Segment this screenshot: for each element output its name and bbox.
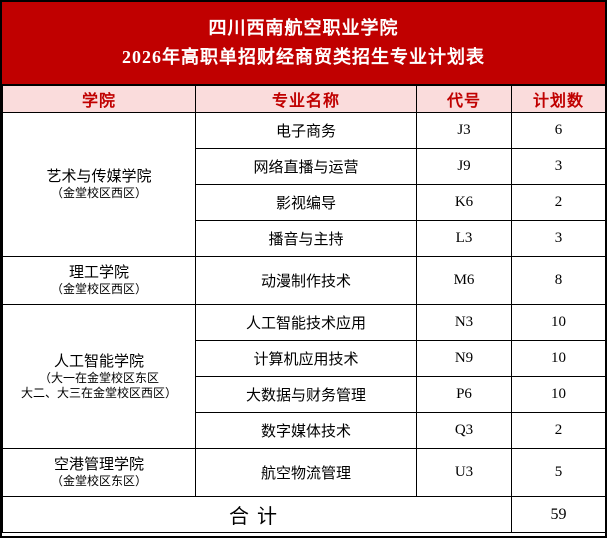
code-cell: M6	[416, 256, 512, 305]
school-name: 四川西南航空职业学院	[208, 18, 399, 38]
col-header-major: 专业名称	[195, 85, 417, 113]
code-cell: J3	[416, 112, 512, 149]
plan-cell: 10	[511, 340, 605, 377]
plan-cell: 5	[511, 448, 605, 497]
admission-plan-table: 学院 专业名称 代号 计划数 艺术与传媒学院 （金堂校区西区） 电子商务 J3 …	[2, 85, 605, 533]
major-cell: 电子商务	[195, 112, 417, 149]
code-cell: P6	[416, 376, 512, 413]
campus-note: （大一在金堂校区东区	[38, 370, 159, 385]
campus-note: 大二、大三在金堂校区西区）	[20, 385, 177, 400]
code-cell: L3	[416, 220, 512, 257]
table-row: 空港管理学院 （金堂校区东区） 航空物流管理 U3 5	[2, 448, 605, 497]
code-cell: U3	[416, 448, 512, 497]
table-row: 艺术与传媒学院 （金堂校区西区） 电子商务 J3 6	[2, 112, 605, 257]
table-row: 网络直播与运营 J9 3	[3, 148, 605, 185]
total-label: 合计	[2, 496, 512, 533]
plan-cell: 3	[511, 220, 605, 257]
college-cell: 理工学院 （金堂校区西区）	[2, 256, 196, 305]
college-name: 人工智能学院	[53, 353, 144, 370]
college-cell: 人工智能学院 （大一在金堂校区东区 大二、大三在金堂校区西区）	[2, 304, 196, 449]
table-title-block: 四川西南航空职业学院 2026年高职单招财经商贸类招生专业计划表	[2, 2, 605, 85]
plan-cell: 2	[511, 412, 605, 449]
table-row: 人工智能学院 （大一在金堂校区东区 大二、大三在金堂校区西区） 人工智能技术应用…	[2, 304, 605, 449]
campus-note: （金堂校区西区）	[50, 282, 147, 296]
plan-cell: 8	[511, 256, 605, 305]
major-cell: 计算机应用技术	[195, 340, 417, 377]
campus-note: （金堂校区东区）	[50, 474, 147, 488]
code-cell: K6	[416, 184, 512, 221]
college-cell: 艺术与传媒学院 （金堂校区西区）	[2, 112, 196, 257]
major-cell: 网络直播与运营	[195, 148, 417, 185]
col-header-code: 代号	[416, 85, 512, 113]
college-name: 理工学院	[68, 265, 129, 281]
plan-cell: 6	[511, 112, 605, 149]
code-cell: N3	[416, 304, 512, 341]
code-cell: J9	[416, 148, 512, 185]
major-cell: 数字媒体技术	[195, 412, 417, 449]
campus-note: （金堂校区西区）	[50, 186, 147, 200]
major-cell: 人工智能技术应用	[195, 304, 417, 341]
major-cell: 动漫制作技术	[195, 256, 417, 305]
plan-cell: 3	[511, 148, 605, 185]
total-value: 59	[511, 496, 605, 533]
plan-cell: 10	[511, 376, 605, 413]
major-cell: 大数据与财务管理	[195, 376, 417, 413]
col-header-college: 学院	[2, 85, 196, 113]
code-cell: N9	[416, 340, 512, 377]
code-cell: Q3	[416, 412, 512, 449]
major-cell: 影视编导	[195, 184, 417, 221]
table-row: 理工学院 （金堂校区西区） 动漫制作技术 M6 8	[2, 256, 605, 305]
college-cell: 空港管理学院 （金堂校区东区）	[2, 448, 196, 497]
table-row: 数字媒体技术 Q3 2	[3, 412, 605, 449]
total-row: 合计 59	[2, 496, 605, 533]
plan-cell: 2	[511, 184, 605, 221]
plan-cell: 10	[511, 304, 605, 341]
header-row: 学院 专业名称 代号 计划数	[2, 85, 605, 113]
major-cell: 航空物流管理	[195, 448, 417, 497]
col-header-plan: 计划数	[511, 85, 605, 113]
table-row: 计算机应用技术 N9 10	[3, 340, 605, 377]
major-cell: 播音与主持	[195, 220, 417, 257]
table-subtitle: 2026年高职单招财经商贸类招生专业计划表	[122, 47, 485, 67]
table-row: 大数据与财务管理 P6 10	[3, 376, 605, 413]
table-row: 播音与主持 L3 3	[3, 220, 605, 257]
college-name: 艺术与传媒学院	[46, 169, 152, 185]
college-name: 空港管理学院	[53, 457, 144, 473]
